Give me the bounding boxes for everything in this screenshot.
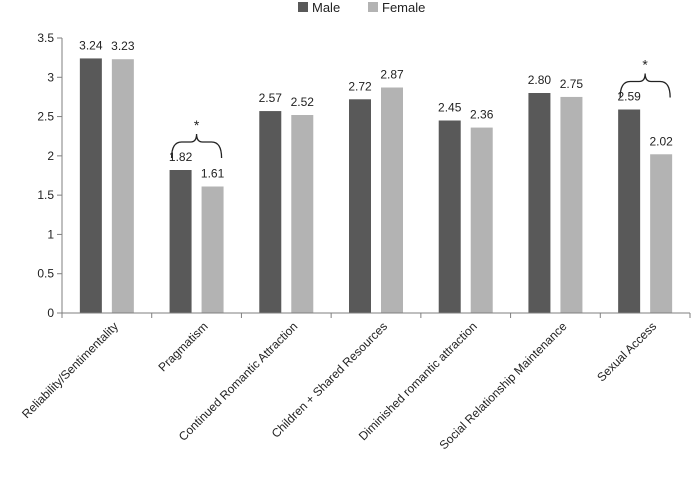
y-tick-label: 3.5 bbox=[37, 31, 54, 45]
bar-female bbox=[381, 87, 403, 313]
y-tick-label: 2 bbox=[47, 149, 54, 163]
data-label: 2.80 bbox=[528, 73, 552, 87]
data-label: 1.82 bbox=[169, 150, 193, 164]
significance-star: * bbox=[194, 117, 200, 133]
significance-markers: ** bbox=[170, 57, 671, 159]
y-tick-label: 1.5 bbox=[37, 188, 54, 202]
data-label: 2.45 bbox=[438, 101, 462, 115]
data-label: 3.24 bbox=[79, 38, 103, 52]
legend-swatch-female bbox=[368, 2, 378, 12]
y-tick-label: 2.5 bbox=[37, 110, 54, 124]
legend-label-female: Female bbox=[382, 0, 425, 15]
category-label: Pragmatism bbox=[156, 319, 211, 374]
data-label: 2.57 bbox=[259, 91, 283, 105]
bar-male bbox=[349, 99, 371, 314]
bar-female bbox=[111, 59, 134, 313]
data-labels: 3.24 3.23 1.82 1.61 2.57 2.52 2.72 2.87 2.45 2.36… bbox=[79, 38, 673, 180]
data-label: 3.23 bbox=[111, 39, 135, 53]
significance-bracket bbox=[619, 73, 671, 98]
data-label: 2.02 bbox=[649, 134, 673, 148]
bar-female bbox=[470, 127, 493, 313]
bars bbox=[79, 58, 673, 314]
category-label: Sexual Access bbox=[594, 319, 659, 384]
bar-female bbox=[560, 96, 583, 313]
data-label: 1.61 bbox=[201, 167, 225, 181]
bar-male bbox=[618, 109, 641, 313]
bar-female bbox=[650, 154, 673, 313]
data-label: 2.75 bbox=[560, 77, 584, 91]
legend-label-male: Male bbox=[312, 0, 340, 15]
bar-male bbox=[528, 93, 551, 313]
x-axis: Reliability/Sentimentality PragmatismCont… bbox=[19, 312, 691, 452]
y-tick-label: 3 bbox=[47, 70, 54, 84]
category-label: Reliability/Sentimentality bbox=[19, 319, 121, 421]
data-label: 2.87 bbox=[380, 68, 404, 82]
bar-male bbox=[259, 111, 282, 313]
data-label: 2.72 bbox=[348, 79, 372, 93]
bar-female bbox=[291, 115, 314, 313]
bar-female bbox=[201, 186, 224, 313]
y-tick-label: 0 bbox=[47, 306, 54, 320]
significance-star: * bbox=[642, 57, 648, 73]
data-label: 2.59 bbox=[617, 90, 641, 104]
legend: Male Female bbox=[298, 0, 425, 15]
significance-bracket bbox=[170, 133, 223, 159]
y-tick-label: 0.5 bbox=[37, 267, 54, 281]
legend-swatch-male bbox=[298, 2, 308, 12]
bar-male bbox=[169, 170, 192, 313]
y-tick-label: 1 bbox=[47, 227, 54, 241]
data-label: 2.36 bbox=[470, 108, 494, 122]
y-axis: 0 0.5 1 1.5 2 2.5 3 3.5 bbox=[37, 31, 63, 320]
bar-male bbox=[79, 58, 102, 313]
data-label: 2.52 bbox=[291, 95, 315, 109]
bar-male bbox=[438, 120, 461, 313]
